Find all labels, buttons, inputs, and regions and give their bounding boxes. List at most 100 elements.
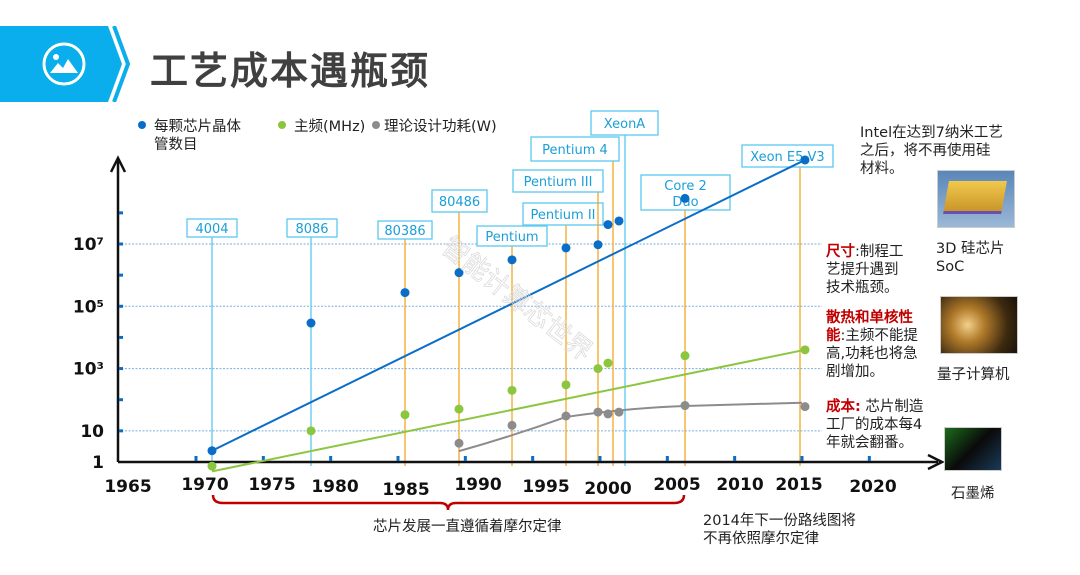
size-note-line: 技术瓶颈。 [826, 280, 899, 296]
data-point [207, 446, 217, 456]
data-point [680, 351, 690, 361]
data-point [680, 401, 690, 411]
annotation-label: XeonA [604, 117, 646, 132]
data-point [614, 407, 624, 417]
trend-line-transistors [211, 159, 806, 452]
y-tick [119, 429, 123, 433]
annotation-label: 4004 [195, 222, 228, 237]
x-tick [261, 456, 265, 461]
data-point [306, 318, 316, 328]
legend-item-power: 理论设计功耗(W) [372, 118, 497, 136]
banner-chevron [112, 26, 130, 102]
cost-note-line: 工厂的成本每4 [826, 417, 923, 433]
y-tick-label: 10⁵ [73, 297, 104, 317]
annotation-box [640, 174, 731, 211]
annotation-label: Pentium 4 [542, 143, 608, 158]
annotation-box [476, 225, 548, 247]
x-tick-label: 2005 [653, 475, 700, 495]
annotation-box [741, 144, 834, 168]
moore-law-brace [211, 494, 686, 511]
legend-label: 主频(MHz) [294, 119, 366, 135]
size-note-heading: 尺寸 [826, 244, 855, 260]
legend-item-frequency: 主频(MHz) [278, 118, 365, 136]
x-tick [598, 456, 602, 461]
chip-layers [943, 181, 1007, 214]
data-point [561, 380, 571, 390]
x-tick [194, 456, 198, 461]
size-note-text: :制程工 [855, 244, 904, 260]
data-point [454, 438, 464, 448]
legend-dot-green [278, 121, 286, 129]
data-point [454, 268, 464, 278]
x-tick [733, 456, 737, 461]
banner-shape [0, 26, 122, 102]
graphene-image [944, 427, 1002, 471]
x-tick-label: 1995 [522, 477, 569, 497]
annotation-label: 80486 [439, 195, 480, 210]
data-point [507, 385, 517, 395]
y-axis-arrow-icon [109, 155, 127, 173]
brace-label: 芯片发展一直遵循着摩尔定律 [373, 519, 562, 535]
data-point [603, 409, 613, 419]
x-axis-arrow-icon [927, 453, 945, 471]
roadmap-note-line: 不再依照摩尔定律 [703, 531, 819, 547]
quantum-computer-image [940, 296, 1018, 354]
cost-note-line: 年就会翻番。 [826, 435, 913, 451]
annotation-box [512, 169, 604, 193]
cost-note-text: 芯片制造 [860, 399, 924, 415]
trend-line-frequency [211, 348, 806, 473]
x-tick-label: 1985 [382, 480, 429, 500]
annotation-box [522, 202, 604, 226]
annotation-label: Xeon E5 V3 [750, 150, 824, 165]
data-point [800, 155, 810, 165]
cost-note: 成本: 芯片制造 工厂的成本每4 年就会翻番。 [826, 398, 923, 452]
y-tick-label: 10³ [73, 360, 104, 380]
legend-label: 每颗芯片晶体 [154, 119, 241, 135]
annotation-label: Pentium II [530, 208, 595, 223]
data-point [507, 255, 517, 265]
quantum-computer-caption: 量子计算机 [937, 367, 1010, 383]
annotation-box [530, 136, 620, 162]
y-tick [119, 335, 123, 339]
x-tick-label: 2020 [849, 477, 896, 497]
graphene-caption: 石墨烯 [951, 486, 995, 502]
roadmap-note: 2014年下一份路线图将 不再依照摩尔定律 [703, 512, 856, 548]
intel-note-line: 材料。 [860, 161, 904, 177]
annotation-label: 80386 [384, 224, 425, 239]
cost-note-heading: 成本: [826, 399, 861, 415]
3d-chip-caption: 3D 硅芯片 SoC [936, 240, 1005, 276]
size-note: 尺寸:制程工 艺提升遇到 技术瓶颈。 [826, 243, 903, 297]
x-tick-label: 1975 [248, 475, 295, 495]
annotation-box [377, 220, 433, 240]
heat-note-line: 高,功耗也将急 [826, 346, 918, 362]
caption-line: 3D 硅芯片 [936, 241, 1005, 257]
annotation-box [431, 189, 488, 213]
image-icon [42, 42, 86, 86]
x-tick [867, 456, 871, 461]
data-point [507, 420, 517, 430]
3d-chip-image [937, 170, 1015, 228]
heat-note-line: 剧增加。 [826, 364, 884, 380]
intel-note: Intel在达到7纳米工艺 之后，将不再使用硅 材料。 [860, 124, 1003, 178]
y-tick [119, 304, 123, 308]
data-point [454, 404, 464, 414]
heat-note-heading: 散热和单核性 [826, 310, 913, 326]
data-point [561, 411, 571, 421]
y-tick-label: 10⁷ [73, 235, 104, 255]
x-tick-label: 2000 [584, 479, 631, 499]
annotation-box [590, 110, 659, 136]
x-tick-label: 1965 [104, 477, 151, 497]
x-tick [329, 456, 333, 461]
data-point [400, 410, 410, 420]
x-tick-label: 1990 [454, 475, 501, 495]
page-title: 工艺成本遇瓶颈 [150, 49, 431, 93]
data-point [603, 358, 613, 368]
y-tick [119, 398, 123, 402]
data-point [306, 426, 316, 436]
heat-note-heading-2: 能 [826, 328, 841, 344]
legend-item-transistors: 每颗芯片晶体 管数目 [138, 118, 241, 154]
x-tick [800, 456, 804, 461]
size-note-line: 艺提升遇到 [826, 262, 899, 278]
data-point [207, 461, 217, 471]
data-point [400, 288, 410, 298]
